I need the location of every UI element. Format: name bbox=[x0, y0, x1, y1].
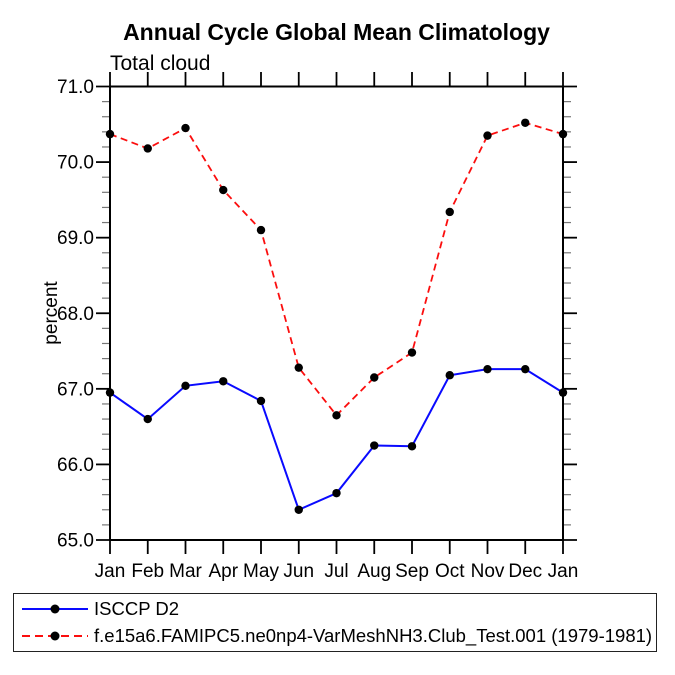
series-1-marker bbox=[332, 411, 341, 420]
series-0-marker bbox=[332, 488, 341, 498]
x-tick-label: Oct bbox=[435, 561, 465, 582]
x-tick-label: Dec bbox=[508, 561, 542, 582]
series-0-marker bbox=[370, 441, 379, 450]
y-tick-label: 68.0 bbox=[57, 304, 94, 325]
x-tick-label: Feb bbox=[131, 561, 164, 582]
legend-sample-marker bbox=[50, 604, 60, 614]
y-tick-label: 67.0 bbox=[57, 379, 94, 400]
series-1-marker bbox=[407, 348, 417, 357]
y-tick-label: 69.0 bbox=[57, 228, 94, 249]
x-tick-label: Jan bbox=[548, 561, 579, 582]
legend-line-sample-dashed-red bbox=[22, 631, 88, 641]
legend-item-model: f.e15a6.FAMIPC5.ne0np4-VarMeshNH3.Club_T… bbox=[21, 622, 652, 650]
series-0-marker bbox=[181, 381, 190, 391]
x-tick-label: May bbox=[243, 561, 279, 582]
series-0-marker bbox=[143, 414, 152, 424]
y-tick-label: 66.0 bbox=[57, 455, 94, 476]
series-1-marker bbox=[181, 123, 190, 133]
y-tick-label: 71.0 bbox=[57, 77, 94, 98]
x-tick-label: Jun bbox=[283, 561, 314, 582]
series-0-marker bbox=[256, 396, 266, 406]
series-1-marker bbox=[558, 129, 568, 139]
series-0-marker bbox=[483, 364, 492, 374]
legend-line-sample-solid-blue bbox=[22, 604, 88, 614]
series-line-0 bbox=[109, 368, 564, 512]
series-0-marker bbox=[558, 388, 568, 397]
series-1-marker bbox=[521, 118, 530, 127]
series-0-marker bbox=[105, 388, 115, 397]
legend-label-model: f.e15a6.FAMIPC5.ne0np4-VarMeshNH3.Club_T… bbox=[94, 625, 653, 646]
series-0-marker bbox=[445, 371, 454, 380]
legend-item-obs: ISCCP D2 bbox=[21, 595, 179, 623]
legend-label-obs: ISCCP D2 bbox=[94, 598, 179, 619]
series-1-marker bbox=[105, 129, 115, 139]
y-tick-label: 65.0 bbox=[57, 531, 94, 552]
x-tick-label: Mar bbox=[169, 561, 202, 582]
series-1-marker bbox=[294, 363, 303, 372]
x-tick-label: Apr bbox=[208, 561, 238, 582]
x-tick-label: Jan bbox=[95, 561, 126, 582]
x-tick-label: Jul bbox=[324, 561, 348, 582]
series-1-marker bbox=[143, 144, 152, 153]
y-tick-label: 70.0 bbox=[57, 153, 94, 174]
x-tick-label: Nov bbox=[471, 561, 505, 582]
series-1-marker bbox=[445, 207, 454, 217]
x-tick-label: Sep bbox=[395, 561, 429, 582]
x-tick-label: Aug bbox=[357, 561, 391, 582]
series-0-marker bbox=[521, 364, 530, 374]
chart-subtitle: Total cloud bbox=[110, 52, 211, 75]
series-1-marker bbox=[219, 185, 228, 195]
series-line-1 bbox=[109, 121, 564, 417]
series-0-marker bbox=[407, 442, 417, 451]
series-1-marker bbox=[370, 373, 379, 382]
series-1-marker bbox=[483, 131, 492, 140]
series-1-marker bbox=[256, 225, 266, 235]
legend-box: ISCCP D2 f.e15a6.FAMIPC5.ne0np4-VarMeshN… bbox=[13, 593, 657, 652]
chart-title: Annual Cycle Global Mean Climatology bbox=[123, 19, 550, 45]
series-0-marker bbox=[219, 377, 228, 386]
legend-sample-marker bbox=[50, 631, 60, 641]
axis-frame bbox=[109, 85, 564, 541]
series-0-marker bbox=[294, 505, 303, 514]
